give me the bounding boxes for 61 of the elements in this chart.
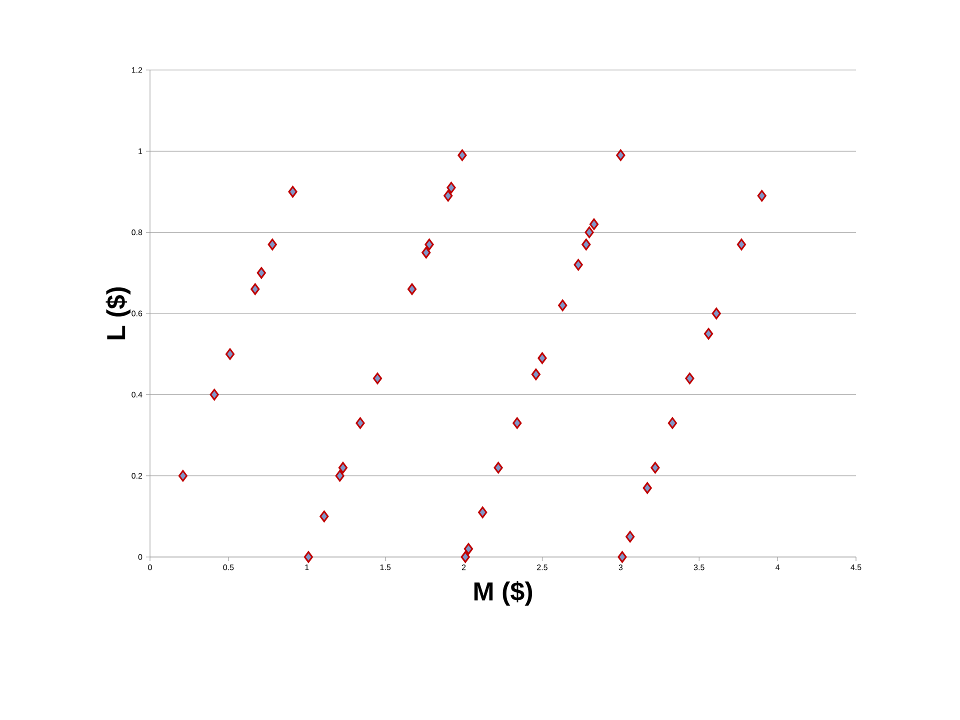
point [704, 328, 714, 340]
point [574, 258, 583, 271]
point [589, 218, 599, 230]
y-tick-label: 0.8 [132, 230, 142, 236]
point [288, 186, 298, 198]
point [372, 372, 382, 384]
x-tick-label: 0.5 [223, 564, 234, 570]
x-tick-label: 2.5 [537, 564, 548, 570]
point [304, 551, 314, 563]
x-tick-label: 3.5 [694, 564, 704, 570]
point [582, 238, 591, 250]
point [618, 551, 627, 563]
x-tick-label: 0 [148, 564, 152, 570]
x-axis-title: M ($) [474, 581, 532, 606]
point [736, 238, 746, 250]
point [642, 482, 652, 494]
point [538, 352, 547, 364]
point [757, 190, 766, 202]
x-tick-label: 1 [305, 564, 309, 570]
y-tick-label: 1 [138, 148, 142, 154]
point [531, 368, 540, 380]
point [584, 226, 594, 238]
point [210, 388, 219, 400]
x-tick-label: 1.5 [380, 564, 391, 570]
y-tick-label: 1.2 [132, 67, 142, 73]
point [494, 462, 503, 474]
point [335, 470, 344, 482]
point [338, 462, 348, 474]
point [256, 267, 266, 279]
point [668, 417, 677, 429]
point [178, 470, 188, 482]
point [250, 283, 260, 295]
point [268, 238, 277, 250]
point [444, 190, 453, 202]
point [356, 417, 365, 429]
x-tick-label: 3 [618, 564, 623, 570]
point [616, 149, 626, 162]
y-tick-label: 0.4 [132, 392, 142, 398]
point [685, 372, 694, 384]
x-tick-label: 2 [462, 564, 466, 570]
y-axis-title: L ($) [106, 287, 130, 340]
point [320, 510, 329, 522]
point [446, 182, 456, 194]
y-tick-label: 0 [138, 554, 142, 560]
point [478, 506, 488, 518]
point [558, 300, 568, 312]
point [407, 283, 417, 295]
point [650, 462, 660, 474]
point [512, 417, 522, 429]
x-tick-label: 4.5 [850, 564, 862, 570]
y-tick-label: 0.6 [132, 310, 142, 316]
point [464, 543, 474, 555]
point [225, 348, 235, 360]
point [458, 149, 467, 162]
point [460, 551, 470, 563]
point [712, 308, 721, 320]
y-tick-label: 0.2 [132, 473, 142, 479]
x-tick-label: 4 [776, 564, 780, 570]
point [422, 246, 431, 258]
point [424, 238, 434, 250]
point [626, 530, 635, 543]
